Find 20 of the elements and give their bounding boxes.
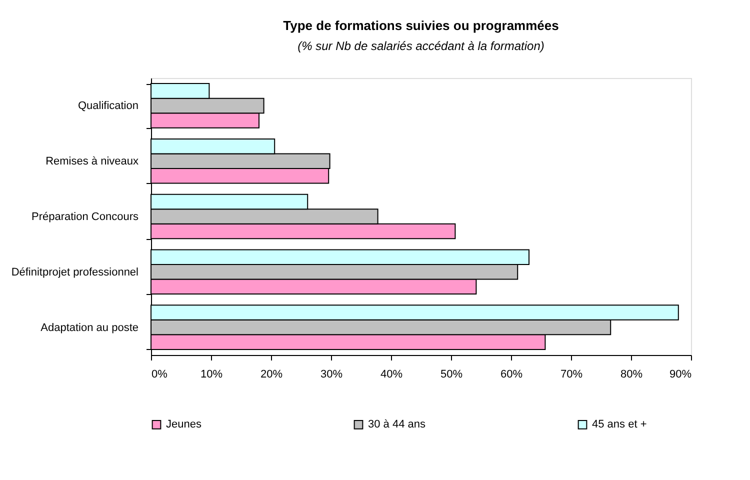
legend-label: 30 à 44 ans <box>368 418 426 431</box>
y-tick-label: Définitprojet professionnel <box>11 266 138 278</box>
y-tick-label: Préparation Concours <box>31 211 139 223</box>
x-tick-label: 70% <box>560 368 583 380</box>
y-tick-label: Qualification <box>78 100 138 112</box>
legend-label: Jeunes <box>166 418 202 431</box>
x-tick-label: 30% <box>320 368 343 380</box>
x-tick-label: 20% <box>260 368 283 380</box>
x-tick-label: 0% <box>152 368 168 380</box>
x-tick-label: 60% <box>500 368 523 380</box>
y-tick-label: Remises à niveaux <box>46 156 139 168</box>
x-tick-label: 90% <box>669 368 692 380</box>
legend-label: 45 ans et + <box>592 418 647 431</box>
x-tick-label: 40% <box>380 368 403 380</box>
x-tick-label: 10% <box>200 368 223 380</box>
chart-title: Type de formations suivies ou programmées <box>283 18 559 33</box>
x-tick-label: 50% <box>440 368 463 380</box>
y-tick-label: Adaptation au poste <box>40 322 138 334</box>
chart-subtitle: (% sur Nb de salariés accédant à la formation) <box>298 39 544 53</box>
x-tick-label: 80% <box>620 368 643 380</box>
